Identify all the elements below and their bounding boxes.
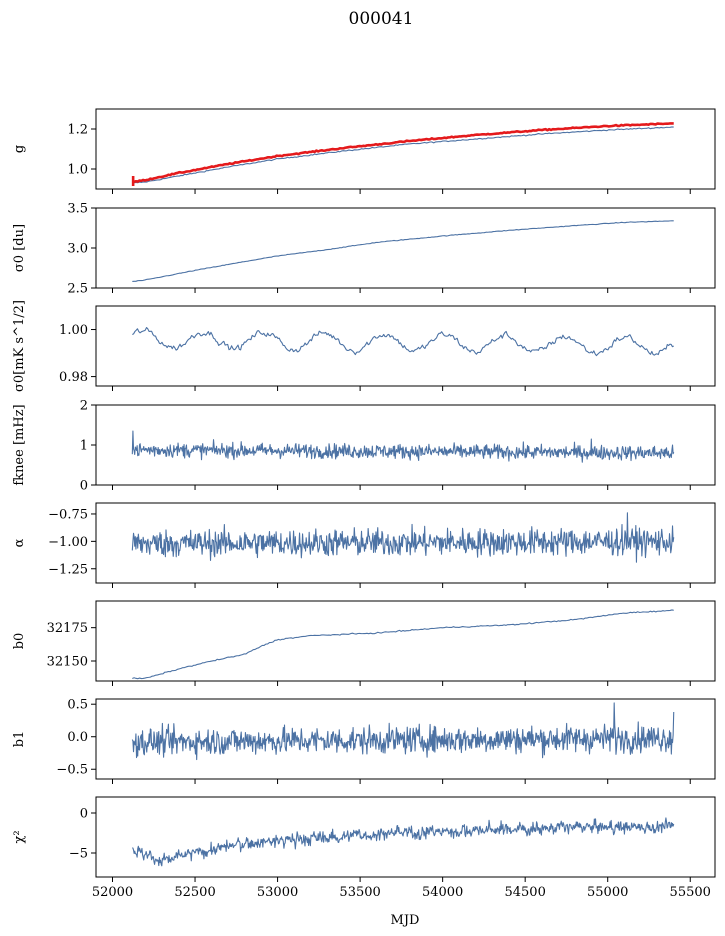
panel-4-series-1 xyxy=(131,430,675,463)
panel-1-ylabel: g xyxy=(12,145,27,153)
x-tick-label-3: 53000 xyxy=(257,885,298,900)
x-tick-label-2: 52500 xyxy=(174,885,215,900)
x-tick-label-8: 55500 xyxy=(670,885,711,900)
panel-2-ytick-label-3: 3.5 xyxy=(67,202,88,217)
panel-4-ylabel: fknee [mHz] xyxy=(12,404,27,485)
panel-3-ytick-label-1: 0.98 xyxy=(59,370,88,385)
panel-8-ytick-label-1: −5 xyxy=(69,847,88,862)
panel-5-series-1 xyxy=(131,512,675,563)
panel-7-ytick-label-1: −0.5 xyxy=(56,763,88,778)
panel-6-ylabel: b0 xyxy=(12,633,27,650)
panel-5-ytick-label-2: −1.00 xyxy=(48,535,88,550)
panel-2-ylabel: σ0 [du] xyxy=(12,224,27,272)
panel-5-frame xyxy=(95,502,716,584)
panel-6-ytick-label-2: 32175 xyxy=(47,621,88,636)
panel-7-ytick-label-3: 0.5 xyxy=(67,698,88,713)
x-tick-label-5: 54000 xyxy=(422,885,463,900)
panel-7-ylabel: b1 xyxy=(12,731,27,748)
panel-6-frame xyxy=(95,600,716,682)
panel-4-ytick-label-1: 0 xyxy=(80,479,88,494)
panel-7-ytick-label-2: 0.0 xyxy=(67,730,88,745)
panel-7-frame xyxy=(95,698,716,780)
panel-2-series-1 xyxy=(132,220,674,282)
panel-3-series-1 xyxy=(132,327,674,357)
panel-5: −1.25 −1.00 −0.75 α xyxy=(12,502,716,588)
panel-4: 0 1 2 fknee [mHz] xyxy=(12,399,716,494)
panel-1-ytick-label-2: 1.2 xyxy=(67,123,88,138)
panel-7: −0.5 0.0 0.5 b1 xyxy=(12,698,716,784)
x-tick-label-7: 55000 xyxy=(587,885,628,900)
panel-6-ytick-label-1: 32150 xyxy=(47,655,88,670)
x-tick-label-1: 52000 xyxy=(92,885,133,900)
panel-5-ylabel: α xyxy=(12,538,27,547)
x-axis-label: MJD xyxy=(391,913,420,928)
panel-4-frame xyxy=(95,404,716,486)
panel-2: 2.5 3.0 3.5 σ0 [du] xyxy=(12,202,716,297)
panel-2-ytick-label-2: 3.0 xyxy=(67,242,88,257)
figure-title: 000041 xyxy=(349,9,414,29)
panel-1-frame xyxy=(95,108,716,190)
panel-3-ylabel: σ0[mK s^1/2] xyxy=(12,300,27,392)
panel-6-series-1 xyxy=(132,609,674,680)
panel-8-ylabel: χ² xyxy=(12,830,27,843)
panel-8-ytick-label-2: 0 xyxy=(80,807,88,822)
panel-1-ytick-label-1: 1.0 xyxy=(67,163,88,178)
panel-1: 1.0 1.2 g xyxy=(12,108,716,194)
panel-8-frame xyxy=(95,796,716,878)
panel-1-series-1 xyxy=(132,126,674,184)
x-tick-label-6: 54500 xyxy=(504,885,545,900)
panel-4-ytick-label-3: 2 xyxy=(80,399,88,414)
panel-5-ytick-label-1: −1.25 xyxy=(48,562,88,577)
panels: 1.0 1.2 g 2.5 3.0 3.5 σ0 [du] 0.98 1.00 σ0[mK s^1… xyxy=(12,108,716,900)
panel-3: 0.98 1.00 σ0[mK s^1/2] xyxy=(12,300,716,392)
panel-6: 32150 32175 b0 xyxy=(12,600,716,686)
panel-8: −5 0 52000 52500 53000 53500 54000 54500 55000 55… xyxy=(12,796,716,900)
panel-2-ytick-label-1: 2.5 xyxy=(67,282,88,297)
panel-5-ytick-label-3: −0.75 xyxy=(48,507,88,522)
x-tick-label-4: 53500 xyxy=(339,885,380,900)
panel-8-series-1 xyxy=(132,817,675,867)
panel-3-ytick-label-2: 1.00 xyxy=(59,323,88,338)
panel-4-ytick-label-2: 1 xyxy=(80,439,88,454)
panel-2-frame xyxy=(95,207,716,289)
panel-1-series-2 xyxy=(132,122,674,184)
panel-3-frame xyxy=(95,305,716,387)
panel-7-series-1 xyxy=(131,702,675,761)
